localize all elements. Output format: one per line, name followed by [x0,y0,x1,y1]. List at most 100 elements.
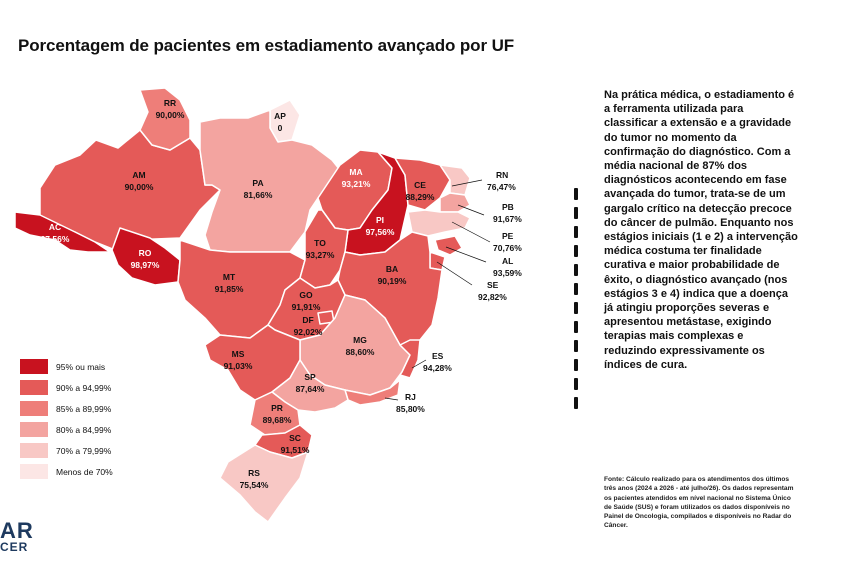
state-label-rn-value: 76,47% [487,182,516,192]
legend-swatch [20,443,48,458]
state-label-pe-uf: PE [502,231,514,241]
legend-label: 85% a 89,99% [56,403,112,414]
state-label-sc-value: 91,51% [281,445,310,455]
state-label-pi-value: 97,56% [366,227,395,237]
divider-dash [574,207,578,219]
state-label-to-uf: TO [314,238,326,248]
state-label-ro-uf: RO [139,248,152,258]
state-label-ba-value: 90,19% [378,276,407,286]
state-rj[interactable] [344,379,401,406]
leader-line-al [445,246,487,263]
state-label-ce-value: 88,29% [406,192,435,202]
state-se[interactable] [429,251,446,271]
state-label-go-uf: GO [299,290,313,300]
state-label-pb-uf: PB [502,202,514,212]
divider-dash [574,245,578,257]
state-label-rj-uf: RJ [405,392,416,402]
state-label-rr-value: 90,00% [156,110,185,120]
state-sp[interactable] [271,359,349,413]
map-svg: RR 90,00% AP 0 AM 90,00% PA 81,66% MA 93… [14,87,522,523]
description-text: Na prática médica, o estadiamento é a fe… [604,89,798,371]
state-label-ap-value: 0 [278,123,283,133]
legend-swatch [20,401,48,416]
legend-item: 85% a 89,99% [20,399,113,418]
legend-label: 70% a 79,99% [56,445,112,456]
legend-label: Menos de 70% [56,466,113,477]
divider-dash [574,283,578,295]
state-rr[interactable] [139,87,191,151]
state-label-al-uf: AL [502,256,513,266]
legend-label: 95% ou mais [56,361,106,372]
state-label-ba-uf: BA [386,264,398,274]
state-label-es-value: 94,28% [423,363,452,373]
legend-label: 90% a 94,99% [56,382,112,393]
state-es[interactable] [399,339,421,379]
state-ac[interactable] [14,211,111,253]
map-legend: 95% ou mais 90% a 94,99% 85% a 89,99% 80… [20,357,113,483]
logo-line-1: AR [0,518,34,543]
state-label-pi-uf: PI [376,215,384,225]
state-label-pr-uf: PR [271,403,283,413]
state-label-rs-uf: RS [248,468,260,478]
state-label-pe-value: 70,76% [493,243,522,253]
source-note: Fonte: Cálculo realizado para os atendim… [604,476,794,530]
legend-item: Menos de 70% [20,462,113,481]
state-label-ms-value: 91,03% [224,361,253,371]
divider-dash [574,188,578,200]
state-label-ac-uf: AC [49,222,61,232]
state-label-am-uf: AM [132,170,145,180]
state-label-rj-value: 85,80% [396,404,425,414]
leader-line-rj [384,397,399,401]
state-rs[interactable] [219,444,309,523]
leader-line-se [436,261,473,286]
divider-dash [574,264,578,276]
state-pb[interactable] [439,192,471,213]
divider-dash [574,397,578,409]
state-label-df-uf: DF [302,315,313,325]
state-label-rs-value: 75,54% [240,480,269,490]
state-label-sp-uf: SP [304,372,316,382]
logo-line-2: CER [0,540,29,554]
state-label-se-value: 92,82% [478,292,507,302]
state-label-am-value: 90,00% [125,182,154,192]
state-label-pa-uf: PA [252,178,263,188]
leader-line-es [411,359,427,369]
state-label-ce-uf: CE [414,180,426,190]
legend-swatch [20,380,48,395]
state-label-pr-value: 89,68% [263,415,292,425]
legend-swatch [20,359,48,374]
state-label-sc-uf: SC [289,433,301,443]
divider-dash [574,226,578,238]
state-label-pb-value: 91,67% [493,214,522,224]
legend-item: 95% ou mais [20,357,113,376]
leader-line-pb [457,204,485,216]
legend-swatch [20,422,48,437]
state-pe[interactable] [407,209,471,237]
state-label-rn-uf: RN [496,170,508,180]
legend-item: 80% a 84,99% [20,420,113,439]
state-label-al-value: 93,59% [493,268,522,278]
legend-label: 80% a 84,99% [56,424,112,435]
state-label-pa-value: 81,66% [244,190,273,200]
state-label-to-value: 93,27% [306,250,335,260]
state-label-mt-uf: MT [223,272,236,282]
state-label-rr-uf: RR [164,98,176,108]
state-label-es-uf: ES [432,351,444,361]
state-label-sp-value: 87,64% [296,384,325,394]
legend-swatch [20,464,48,479]
state-label-mg-uf: MG [353,335,367,345]
legend-item: 70% a 79,99% [20,441,113,460]
state-label-ap-uf: AP [274,111,286,121]
state-label-ma-value: 93,21% [342,179,371,189]
state-label-ma-uf: MA [349,167,362,177]
leader-line-rn [451,179,483,187]
state-label-ms-uf: MS [232,349,245,359]
divider-dash [574,302,578,314]
state-pa[interactable] [199,109,341,253]
state-ro[interactable] [111,227,181,286]
divider-dash [574,359,578,371]
page-title: Porcentagem de pacientes em estadiamento… [18,36,515,55]
state-label-mt-value: 91,85% [215,284,244,294]
state-al[interactable] [434,235,463,256]
state-label-ac-value: 97,56% [41,234,70,244]
